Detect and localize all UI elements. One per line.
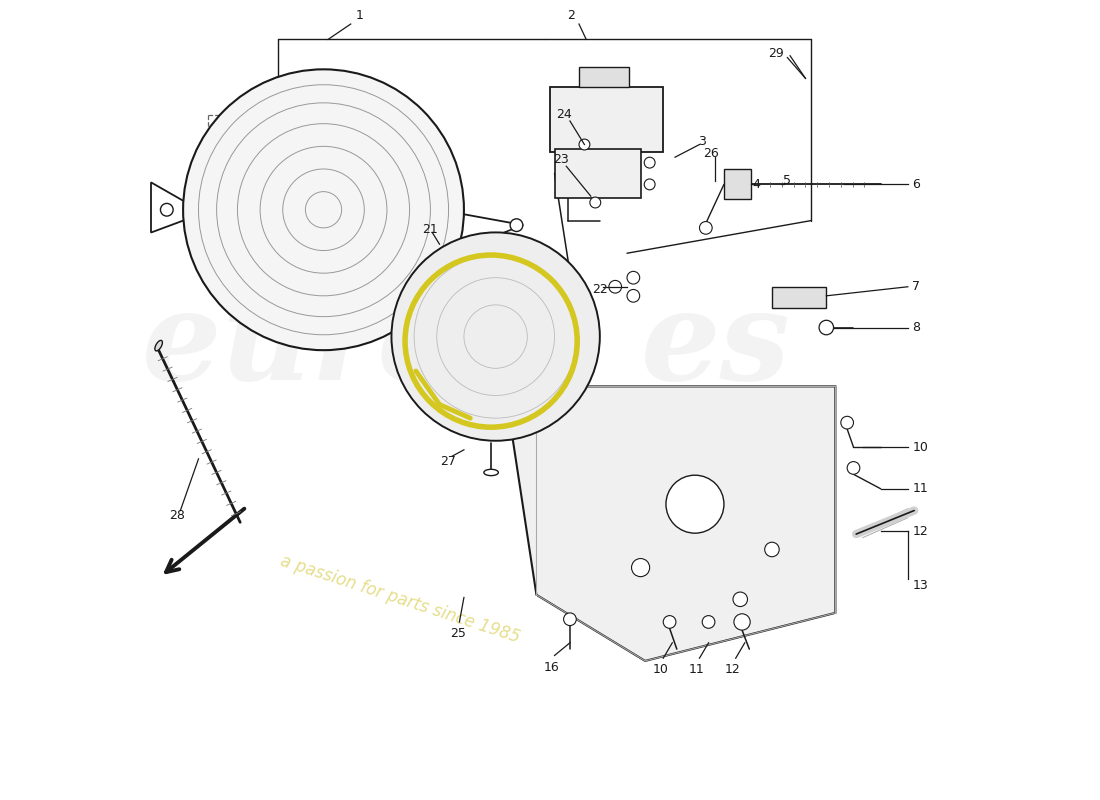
Circle shape [579,139,590,150]
Text: 3: 3 [698,135,706,148]
Text: 12: 12 [725,663,741,677]
Text: 27: 27 [441,455,456,468]
Circle shape [733,592,748,606]
Text: 22: 22 [592,283,607,296]
Circle shape [609,281,622,293]
Text: 16: 16 [543,661,560,674]
Polygon shape [505,386,835,661]
Circle shape [700,222,712,234]
Text: 26: 26 [703,147,719,160]
Circle shape [161,203,173,216]
Text: 25: 25 [450,627,465,640]
Text: 6: 6 [912,178,921,191]
Circle shape [702,616,715,628]
Circle shape [627,290,640,302]
Text: 10: 10 [652,663,669,677]
Circle shape [666,475,724,533]
FancyBboxPatch shape [554,149,640,198]
Circle shape [820,320,834,334]
Ellipse shape [484,470,498,476]
Circle shape [563,613,576,626]
Circle shape [764,542,779,557]
Text: 11: 11 [912,482,928,495]
Text: 11: 11 [689,663,705,677]
Text: 7: 7 [912,280,921,294]
Circle shape [590,197,601,208]
Circle shape [847,462,860,474]
FancyBboxPatch shape [579,66,629,86]
Circle shape [510,219,522,231]
Text: 29: 29 [768,47,783,61]
Circle shape [734,614,750,630]
Circle shape [663,616,675,628]
Circle shape [392,233,600,441]
Polygon shape [772,286,826,307]
Text: 4: 4 [752,178,760,191]
FancyBboxPatch shape [550,86,663,152]
Text: 5: 5 [783,174,791,187]
Text: 23: 23 [553,154,569,166]
Text: es: es [640,285,791,406]
Text: 24: 24 [556,108,572,121]
Polygon shape [724,169,751,199]
Circle shape [645,158,656,168]
Circle shape [631,558,650,577]
Circle shape [645,179,656,190]
Text: 21: 21 [422,223,438,236]
Text: a passion for parts since 1985: a passion for parts since 1985 [278,552,522,646]
Circle shape [627,271,640,284]
Text: 13: 13 [912,579,928,592]
Text: 8: 8 [912,321,921,334]
Circle shape [183,70,464,350]
Text: euros: euros [142,285,532,406]
Text: 2: 2 [568,10,575,22]
Circle shape [840,416,854,429]
Text: 10: 10 [912,441,928,454]
Text: 1: 1 [355,10,363,22]
Ellipse shape [155,340,163,351]
Text: 28: 28 [168,510,185,522]
Text: 12: 12 [912,525,928,538]
